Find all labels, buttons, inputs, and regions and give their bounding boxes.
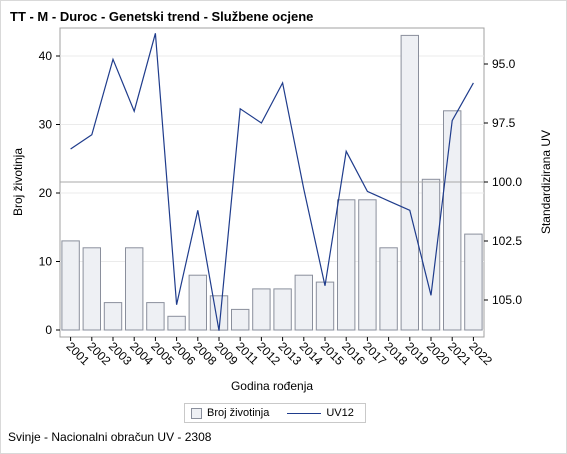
y-tick-label: 10 bbox=[39, 255, 53, 269]
bar bbox=[167, 315, 186, 331]
bar bbox=[358, 199, 377, 331]
left-axis-ticks: 0 10 20 30 40 bbox=[39, 49, 60, 337]
y-axis-label: Broj životinja bbox=[11, 148, 25, 216]
bar bbox=[273, 288, 292, 331]
legend-item-bars: Broj životinja bbox=[191, 407, 269, 419]
y-tick-label: 0 bbox=[45, 323, 52, 337]
legend-label-line: UV12 bbox=[326, 407, 354, 419]
bar bbox=[464, 233, 483, 331]
y-tick-label: 20 bbox=[39, 186, 53, 200]
y2-tick-label: 105.0 bbox=[492, 293, 522, 307]
bar bbox=[294, 274, 314, 331]
bar bbox=[315, 281, 335, 331]
y2-tick-label: 97.5 bbox=[492, 116, 516, 130]
legend-item-line: UV12 bbox=[275, 407, 354, 419]
bar-swatch-icon bbox=[191, 407, 202, 419]
x-axis-label: Godina rođenja bbox=[231, 379, 313, 393]
bar bbox=[61, 240, 80, 331]
x-tick-label: 2001 bbox=[63, 339, 92, 368]
bar bbox=[146, 302, 165, 331]
y2-tick-label: 102.5 bbox=[492, 234, 522, 248]
bars bbox=[61, 34, 483, 331]
y2-axis-label: Standardizirana UV bbox=[539, 130, 553, 234]
y2-tick-label: 100.0 bbox=[492, 175, 522, 189]
x-axis-ticks: 2001200220032004200520062008200920112012… bbox=[63, 337, 495, 368]
bar bbox=[125, 247, 144, 331]
bar bbox=[231, 308, 250, 331]
line-swatch-icon bbox=[287, 412, 322, 414]
bar bbox=[337, 199, 356, 331]
uv12-line bbox=[70, 33, 474, 331]
bar bbox=[82, 247, 101, 331]
bar bbox=[379, 247, 398, 331]
legend-label-bars: Broj životinja bbox=[207, 407, 270, 419]
right-axis-ticks: 95.0 97.5 100.0 102.5 105.0 bbox=[484, 57, 522, 307]
legend: Broj životinja UV12 bbox=[184, 403, 366, 423]
y-tick-label: 30 bbox=[39, 118, 53, 132]
bar bbox=[421, 178, 441, 331]
chart-title: TT - M - Duroc - Genetski trend - Službe… bbox=[10, 9, 314, 24]
y-tick-label: 40 bbox=[39, 49, 53, 63]
bar bbox=[188, 274, 208, 331]
footnote: Svinje - Nacionalni obračun UV - 2308 bbox=[8, 430, 212, 444]
bar bbox=[443, 110, 462, 331]
bar bbox=[103, 302, 123, 331]
bar bbox=[400, 34, 420, 331]
bar bbox=[252, 288, 271, 331]
y2-tick-label: 95.0 bbox=[492, 57, 516, 71]
